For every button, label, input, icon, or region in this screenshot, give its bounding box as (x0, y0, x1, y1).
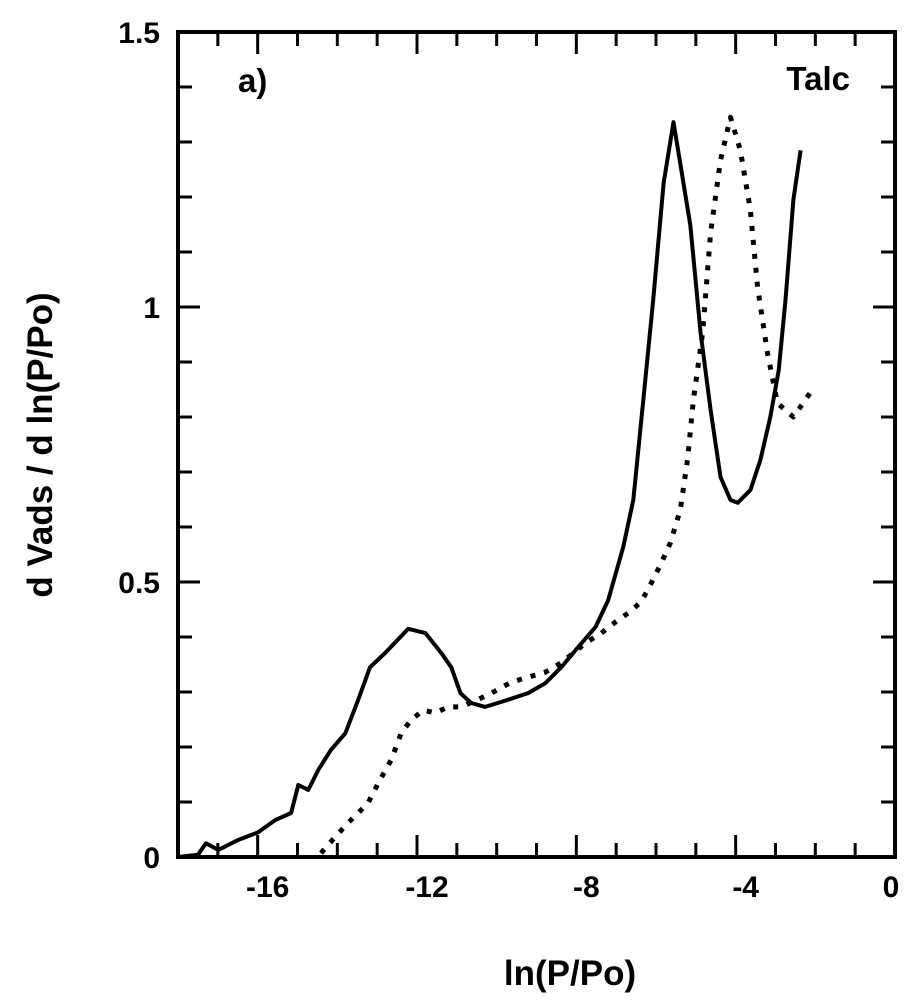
y-tick-labels: 0 0.5 1 1.5 (118, 17, 160, 875)
y-tick-label: 0.5 (118, 567, 160, 600)
y-axis-label: d Vads / d ln(P/Po) (21, 292, 60, 597)
y-tick-label: 1 (143, 292, 160, 325)
x-tick-label: -8 (573, 871, 600, 904)
x-tick-label: -4 (732, 871, 759, 904)
x-tick-labels: -16 -12 -8 -4 0 (246, 871, 899, 904)
panel-label: a) (238, 62, 267, 99)
x-tick-label: -16 (246, 871, 289, 904)
x-tick-label: -12 (405, 871, 448, 904)
series-line-solid (177, 120, 803, 859)
y-tick-label: 1.5 (118, 17, 160, 50)
annotation-talc: Talc (786, 60, 850, 97)
x-axis-label: ln(P/Po) (504, 954, 636, 993)
y-tick-label: 0 (143, 842, 160, 875)
series-line-dotted (319, 114, 818, 855)
x-tick-label: 0 (883, 871, 900, 904)
series-group (177, 114, 818, 859)
axis-ticks (176, 30, 897, 859)
plot-frame (176, 30, 897, 859)
